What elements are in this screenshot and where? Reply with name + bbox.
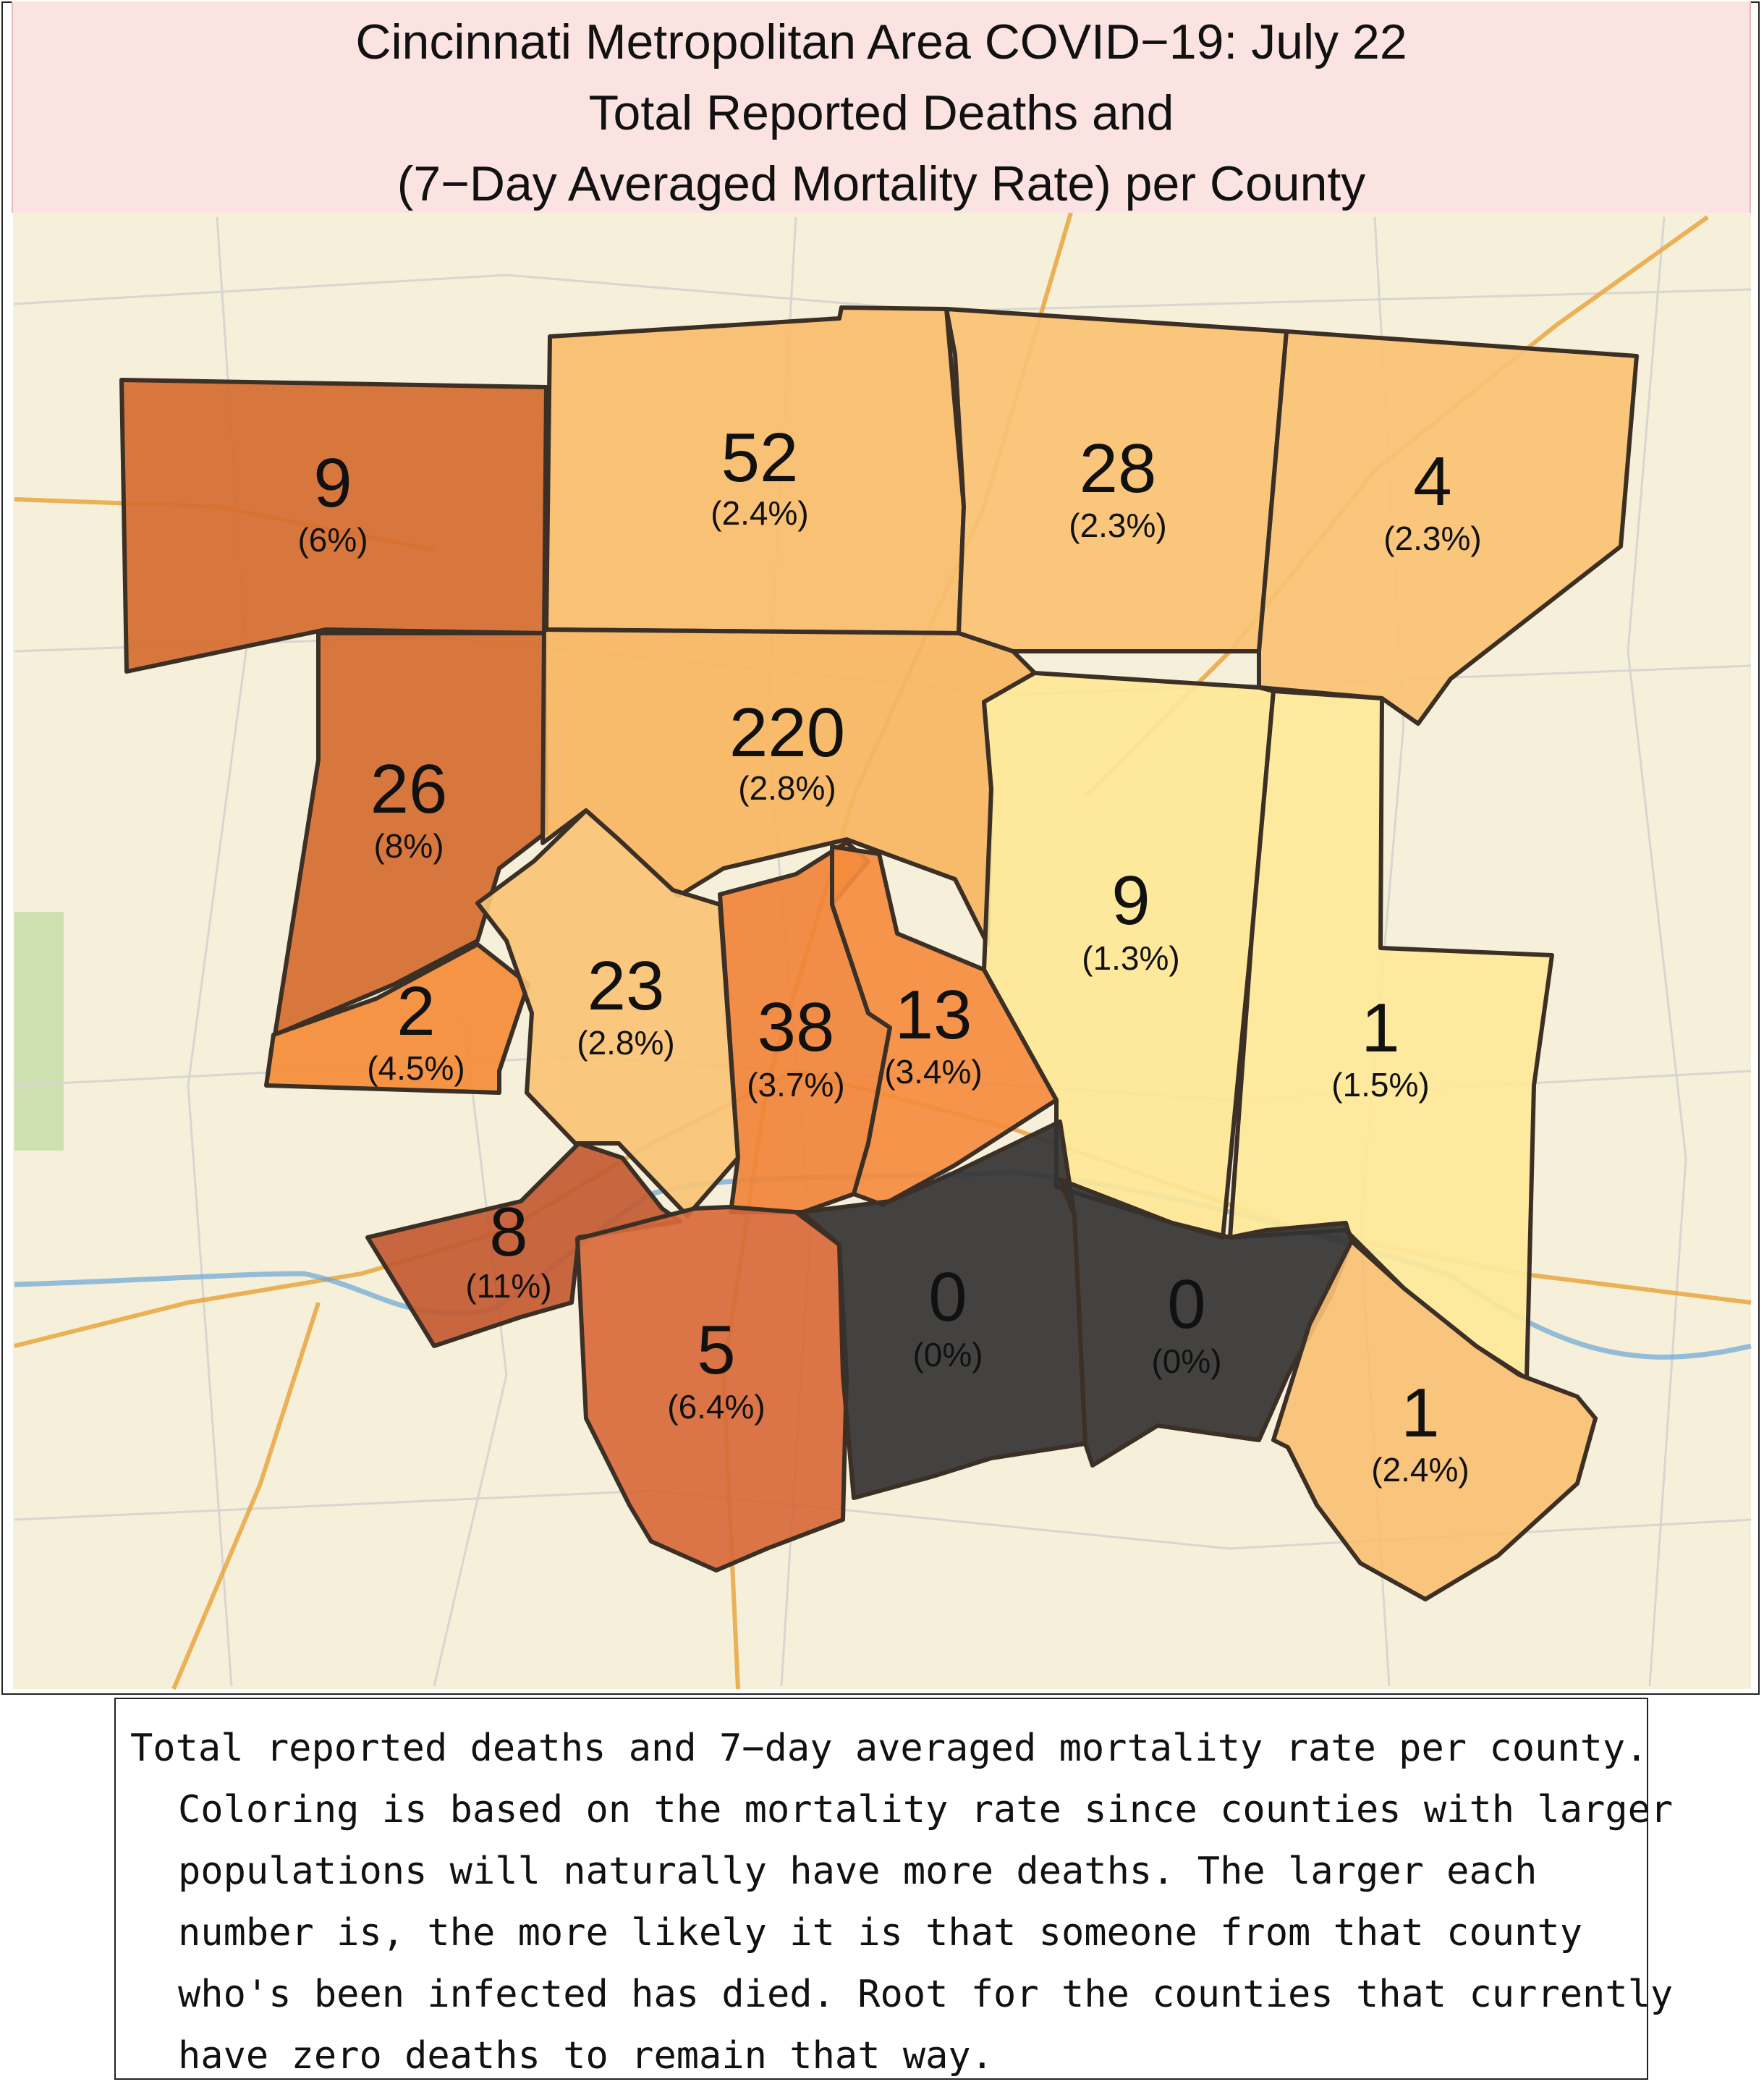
county-s-3-rate: (0%) <box>1151 1342 1221 1380</box>
county-center-rate: (2.8%) <box>738 769 836 807</box>
county-n-3[interactable] <box>1257 329 1639 726</box>
county-e-1-deaths: 9 <box>1111 862 1150 939</box>
county-w-mid-deaths: 26 <box>370 750 448 828</box>
county-s-2[interactable] <box>800 1119 1087 1500</box>
county-sw-small[interactable] <box>264 942 530 1095</box>
county-se-rate: (2.4%) <box>1371 1451 1469 1489</box>
county-se-deaths: 1 <box>1401 1374 1439 1452</box>
county-n-1-deaths: 52 <box>721 419 799 496</box>
county-e-2-rate: (1.5%) <box>1331 1066 1429 1104</box>
county-sw-small-deaths: 2 <box>397 973 435 1050</box>
park-area <box>14 912 64 1151</box>
title-band: Cincinnati Metropolitan Area COVID−19: J… <box>12 1 1751 213</box>
county-n-1-rate: (2.4%) <box>711 494 808 532</box>
county-sw-river-rate: (11%) <box>465 1267 551 1305</box>
county-c-mid-deaths: 38 <box>758 989 835 1066</box>
county-s-3-deaths: 0 <box>1167 1266 1205 1343</box>
county-nw-top-rate: (6%) <box>297 521 368 559</box>
county-c-east-rate: (3.4%) <box>884 1053 982 1091</box>
county-se[interactable] <box>1271 1239 1598 1601</box>
county-e-2-deaths: 1 <box>1361 989 1399 1067</box>
county-s-2-rate: (0%) <box>912 1336 983 1373</box>
county-s-1[interactable] <box>575 1205 849 1572</box>
county-s-2-deaths: 0 <box>928 1258 967 1336</box>
county-n-2-deaths: 28 <box>1080 430 1157 507</box>
caption-text: Total reported deaths and 7−day averaged… <box>130 1727 1696 2078</box>
choropleth-map: 9 (6%) 52 (2.4%) 28 (2.3%) 4 (2.3%) 26 (… <box>13 212 1752 1690</box>
county-c-west[interactable] <box>475 808 740 1218</box>
county-sw-small-rate: (4.5%) <box>367 1049 465 1087</box>
title-line-3: (7−Day Averaged Mortality Rate) per Coun… <box>397 156 1366 211</box>
county-c-west-deaths: 23 <box>588 947 665 1025</box>
county-n-3-deaths: 4 <box>1413 443 1451 520</box>
county-nw-top-deaths: 9 <box>313 444 352 522</box>
title-line-2: Total Reported Deaths and <box>588 85 1174 140</box>
county-s-1-deaths: 5 <box>697 1311 735 1389</box>
county-c-west-rate: (2.8%) <box>577 1024 674 1062</box>
county-labels: 9 (6%) 52 (2.4%) 28 (2.3%) 4 (2.3%) 26 (… <box>297 419 1481 1489</box>
county-c-mid-rate: (3.7%) <box>747 1066 844 1104</box>
county-c-east-deaths: 13 <box>895 976 972 1054</box>
county-center-deaths: 220 <box>729 694 845 771</box>
county-e-1-rate: (1.3%) <box>1082 939 1179 977</box>
caption-box: Total reported deaths and 7−day averaged… <box>114 1698 1673 2080</box>
county-w-mid-rate: (8%) <box>373 827 444 865</box>
county-sw-river-deaths: 8 <box>489 1193 527 1271</box>
county-n-3-rate: (2.3%) <box>1383 520 1481 557</box>
title-line-1: Cincinnati Metropolitan Area COVID−19: J… <box>355 14 1407 69</box>
county-s-1-rate: (6.4%) <box>667 1388 765 1426</box>
counties <box>119 305 1639 1601</box>
county-n-2-rate: (2.3%) <box>1069 507 1166 544</box>
